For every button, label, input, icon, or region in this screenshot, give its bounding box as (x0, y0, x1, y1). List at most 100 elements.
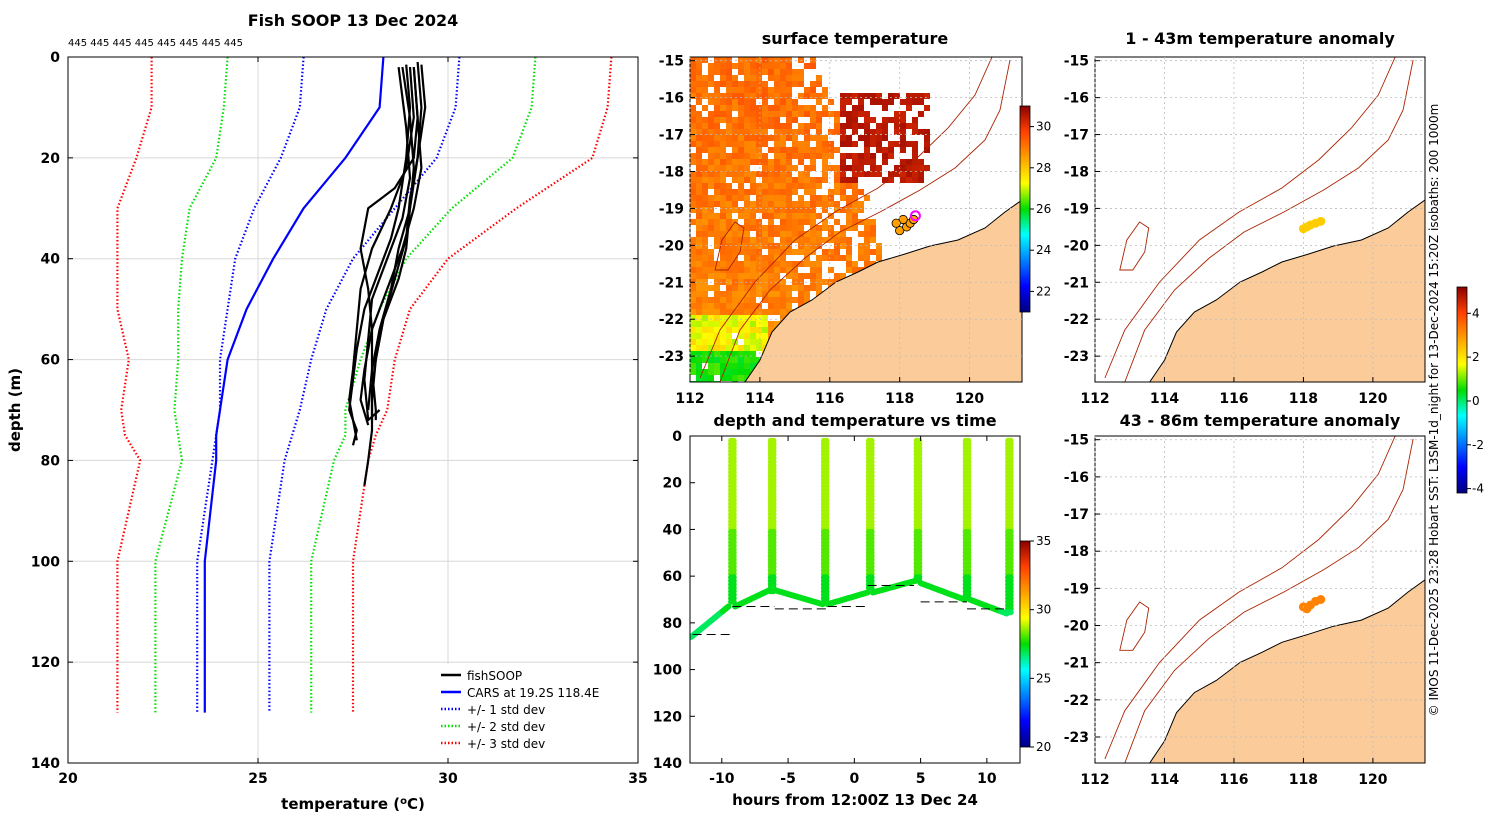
sst-cell (696, 339, 702, 345)
time-colorbar-label: 25 (1036, 671, 1051, 685)
profile-ytick-label: 120 (31, 655, 60, 671)
sst-cell (702, 273, 708, 279)
sst-cell (768, 273, 774, 279)
sst-cell (726, 57, 732, 63)
sst-cell (708, 351, 714, 357)
sst-cell (924, 129, 930, 135)
sst-cell (750, 99, 756, 105)
sst-cell (720, 81, 726, 87)
sst-cell (756, 309, 762, 315)
sst-cell (732, 135, 738, 141)
sst-cell (804, 255, 810, 261)
sst-cell (780, 243, 786, 249)
sst-cell (774, 255, 780, 261)
anomaly-top-xtick-label: 118 (1289, 391, 1318, 407)
sst-cell (756, 201, 762, 207)
anomaly-bottom-ticks: 112 114 116 118 120 -15 -16 -17 -18 -19 -20 -21 -22 -… (1064, 433, 1425, 788)
sst-cell (810, 87, 816, 93)
sst-cell (708, 261, 714, 267)
sst-cell (816, 99, 822, 105)
sst-cell (708, 159, 714, 165)
sst-cell (762, 327, 768, 333)
time-colorbar (1019, 540, 1031, 748)
sst-cell (738, 375, 744, 381)
sst-cell (744, 297, 750, 303)
sst-cell (756, 195, 762, 201)
sst-cell (720, 213, 726, 219)
sst-cell (804, 291, 810, 297)
sst-cell (840, 111, 846, 117)
sst-cell (738, 63, 744, 69)
sst-cell (774, 225, 780, 231)
sst-cell (804, 135, 810, 141)
sst-cell (720, 333, 726, 339)
sst-cell (846, 183, 852, 189)
sst-cell (738, 273, 744, 279)
sst-cell (840, 225, 846, 231)
sst-cell (774, 63, 780, 69)
sst-cell (720, 63, 726, 69)
sst-cell (738, 357, 744, 363)
sst-cell (786, 81, 792, 87)
sst-cell (762, 177, 768, 183)
sst-cell (738, 333, 744, 339)
sst-cell (738, 129, 744, 135)
sst-cell (714, 303, 720, 309)
sst-cell (780, 135, 786, 141)
sst-cell (876, 249, 882, 255)
sst-cell (750, 279, 756, 285)
sst-cell (828, 195, 834, 201)
sst-cell (762, 315, 768, 321)
sst-cell (834, 201, 840, 207)
sst-cell (720, 141, 726, 147)
sst-colorbar (1019, 105, 1031, 313)
sst-cell (690, 189, 696, 195)
sst-cell (780, 189, 786, 195)
sst-cell (852, 213, 858, 219)
sst-cell (786, 87, 792, 93)
time-colorbar-label: 20 (1036, 740, 1051, 754)
sst-cell (786, 123, 792, 129)
sst-cell (708, 183, 714, 189)
sst-cell (768, 69, 774, 75)
sst-cell (750, 201, 756, 207)
sst-cell (858, 105, 864, 111)
sst-cell (786, 189, 792, 195)
sst-cell (852, 105, 858, 111)
sst-cell (708, 333, 714, 339)
sst-cell (834, 123, 840, 129)
sst-cell (828, 249, 834, 255)
sst-cell (708, 363, 714, 369)
sst-cell (762, 99, 768, 105)
sst-cell (888, 171, 894, 177)
sst-cell (720, 159, 726, 165)
sst-cell (750, 135, 756, 141)
sst-cell (780, 99, 786, 105)
sst-cell (798, 285, 804, 291)
sst-cell (714, 141, 720, 147)
sst-map-ytick-label: -16 (659, 91, 684, 107)
sst-cell (810, 81, 816, 87)
sst-cell (780, 147, 786, 153)
fishsoop-profile-8 (359, 67, 419, 421)
profile-ytick-label: 100 (31, 554, 60, 570)
sst-cell (732, 117, 738, 123)
sst-cell (762, 69, 768, 75)
sst-cell (780, 57, 786, 63)
sst-cell (714, 81, 720, 87)
sst-cell (792, 111, 798, 117)
credit-text: © IMOS 11-Dec-2025 23:28 Hobart SST: L3S… (1427, 104, 1441, 717)
sst-cell (702, 339, 708, 345)
sst-cell (774, 213, 780, 219)
sst-cell (726, 285, 732, 291)
sst-cell (720, 57, 726, 63)
sst-cell (786, 75, 792, 81)
sst-cell (786, 171, 792, 177)
sst-cell (708, 207, 714, 213)
sst-cell (846, 207, 852, 213)
sst-cell (792, 231, 798, 237)
time-xtick-label: 0 (849, 771, 859, 787)
sst-cell (744, 333, 750, 339)
sst-cell (696, 213, 702, 219)
sst-cell (786, 105, 792, 111)
